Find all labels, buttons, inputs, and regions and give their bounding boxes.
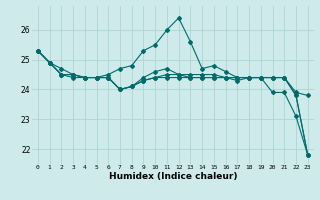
X-axis label: Humidex (Indice chaleur): Humidex (Indice chaleur) <box>108 172 237 181</box>
